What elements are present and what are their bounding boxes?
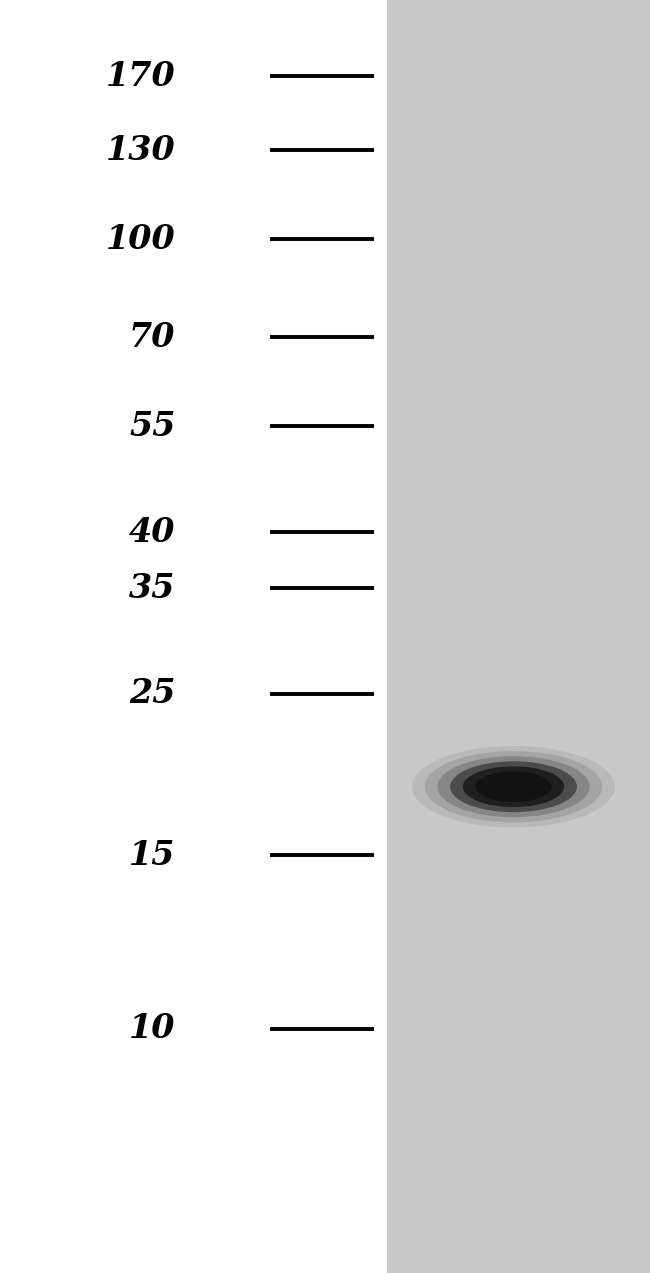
Text: 55: 55 <box>129 410 176 443</box>
Ellipse shape <box>463 766 564 807</box>
Text: 100: 100 <box>106 223 176 256</box>
Bar <box>0 0 387 1273</box>
Text: 130: 130 <box>106 134 176 167</box>
Text: 35: 35 <box>129 572 176 605</box>
Text: 170: 170 <box>106 60 176 93</box>
Text: 40: 40 <box>129 516 176 549</box>
Text: 15: 15 <box>129 839 176 872</box>
Text: 70: 70 <box>129 321 176 354</box>
Ellipse shape <box>450 761 577 812</box>
Ellipse shape <box>425 751 602 822</box>
Text: 10: 10 <box>129 1012 176 1045</box>
Ellipse shape <box>437 756 590 817</box>
Ellipse shape <box>475 771 551 802</box>
Ellipse shape <box>412 746 615 827</box>
Ellipse shape <box>488 777 539 797</box>
Bar <box>387 0 650 1273</box>
Text: 25: 25 <box>129 677 176 710</box>
